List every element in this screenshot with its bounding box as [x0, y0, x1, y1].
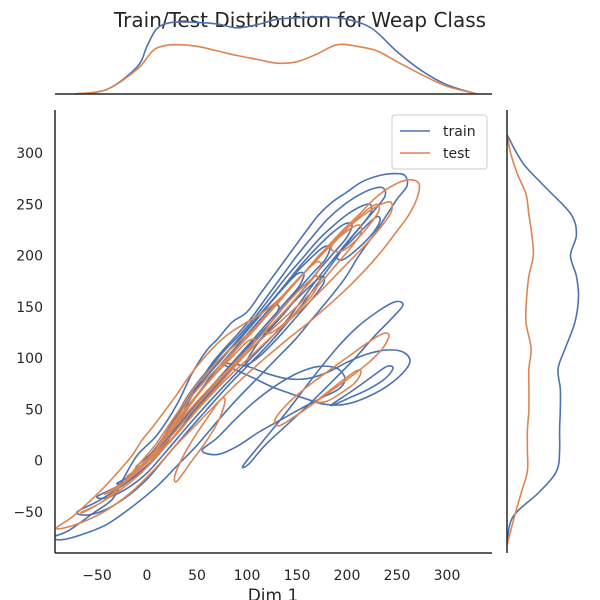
y-tick-label: 250	[16, 197, 43, 213]
y-tick-label: 150	[16, 300, 43, 316]
top-marginal-train	[74, 16, 478, 95]
contour-train-11	[241, 300, 404, 469]
contour-test-4	[146, 338, 256, 462]
y-tick-label: 0	[34, 454, 43, 470]
x-axis-label: Dim 1	[248, 586, 299, 600]
x-tick-label: 250	[384, 568, 411, 584]
main-plot: −50 0 50 100 150 200 250 300 −50 0 50 100 150 200 250…	[13, 110, 492, 600]
legend-box	[391, 114, 488, 170]
contour-test-9	[173, 397, 226, 483]
right-marginal-train	[506, 134, 580, 545]
y-tick-label: 200	[16, 249, 43, 265]
contour-train-0	[55, 172, 409, 541]
contour-train-8	[335, 215, 381, 261]
x-tick-label: 50	[188, 568, 206, 584]
x-tick-label: 0	[143, 568, 152, 584]
contour-train-6	[170, 304, 280, 433]
x-tick-label: 100	[234, 568, 261, 584]
y-tick-labels: −50 0 50 100 150 200 250 300	[13, 146, 43, 521]
right-marginal	[506, 110, 580, 553]
x-tick-labels: −50 0 50 100 150 200 250 300	[82, 568, 460, 584]
right-marginal-test	[506, 134, 535, 546]
legend-label-train: train	[443, 124, 476, 140]
contour-test-2	[103, 224, 363, 495]
y-tick-label: 100	[16, 351, 43, 367]
contour-test-7	[273, 332, 390, 427]
legend-label-test: test	[443, 146, 470, 162]
contour-train-12	[330, 365, 394, 407]
top-marginal	[55, 16, 492, 95]
y-tick-label: 300	[16, 146, 43, 162]
contour-test-8	[316, 369, 362, 404]
x-tick-label: 300	[434, 568, 461, 584]
y-tick-label: −50	[13, 505, 43, 521]
contour-test-5	[265, 275, 321, 335]
contour-train-9	[221, 349, 411, 406]
x-tick-label: −50	[82, 568, 112, 584]
legend: train test	[391, 114, 488, 170]
x-tick-label: 150	[284, 568, 311, 584]
chart-title: Train/Test Distribution for Weap Class	[113, 8, 486, 32]
x-tick-label: 200	[334, 568, 361, 584]
y-tick-label: 50	[25, 402, 43, 418]
contour-test-0	[55, 178, 421, 530]
top-marginal-test	[74, 43, 478, 95]
contour-test-3	[126, 260, 322, 477]
contour-test-6	[330, 203, 381, 253]
